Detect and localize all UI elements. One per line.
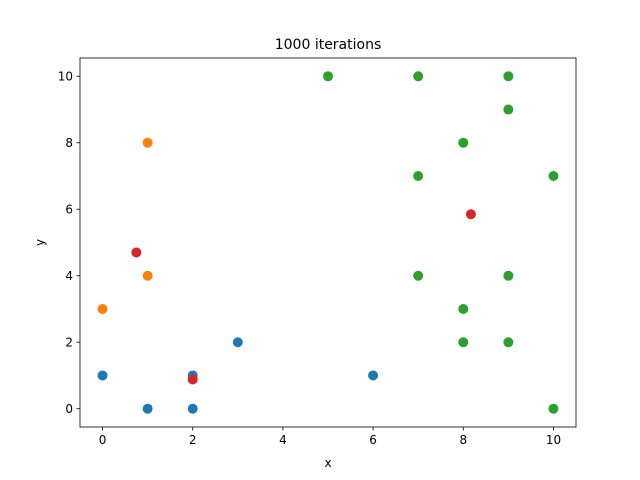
x-tick-label: 10 [546, 433, 561, 447]
y-tick-label: 0 [65, 402, 73, 416]
data-point [97, 303, 108, 314]
data-point [458, 303, 469, 314]
data-point [131, 247, 142, 258]
data-point [458, 337, 469, 348]
data-points [97, 71, 559, 414]
series-2 [97, 137, 153, 314]
data-point [548, 403, 559, 414]
data-point [503, 71, 514, 82]
data-point [413, 270, 424, 281]
data-point [413, 171, 424, 182]
data-point [323, 71, 333, 82]
axis-ticks: 0 2 4 6 8 10 0 2 4 6 8 10 [58, 70, 561, 447]
series-3 [323, 71, 559, 414]
data-point [187, 374, 198, 385]
y-tick-label: 8 [65, 136, 73, 150]
x-tick-label: 6 [369, 433, 377, 447]
y-tick-label: 6 [65, 203, 73, 217]
series-4 [131, 209, 476, 385]
data-point [142, 403, 153, 414]
chart-title: 1000 iterations [275, 37, 382, 53]
data-point [187, 403, 198, 414]
x-tick-label: 8 [459, 433, 467, 447]
plot-area-frame [79, 57, 577, 428]
data-point [458, 137, 469, 148]
y-tick-label: 2 [65, 336, 73, 350]
data-point [413, 71, 424, 82]
y-tick-label: 4 [65, 269, 73, 283]
y-tick-label: 10 [58, 70, 73, 84]
data-point [503, 104, 514, 115]
data-point [548, 171, 559, 182]
series-1 [97, 337, 379, 414]
data-point [465, 209, 476, 220]
x-tick-label: 0 [99, 433, 107, 447]
data-point [142, 270, 153, 281]
data-point [368, 370, 379, 381]
data-point [97, 370, 108, 381]
data-point [232, 337, 243, 348]
data-point [142, 137, 153, 148]
data-point [503, 337, 514, 348]
x-axis-label: x [324, 456, 331, 470]
x-tick-label: 4 [279, 433, 287, 447]
x-tick-label: 2 [189, 433, 197, 447]
y-axis-label: y [33, 239, 47, 246]
data-point [503, 270, 514, 281]
